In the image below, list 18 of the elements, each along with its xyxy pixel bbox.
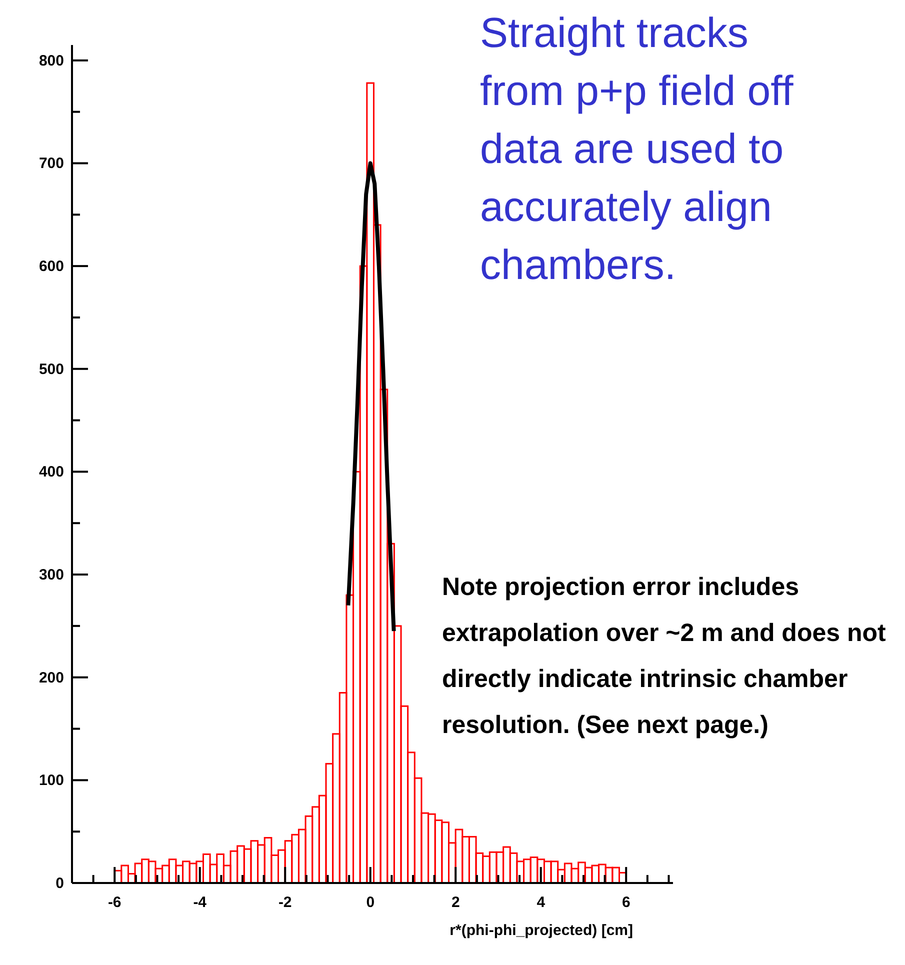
x-tick-label: -2 <box>278 894 292 911</box>
y-tick-label: 500 <box>38 360 64 378</box>
line-series <box>346 161 396 634</box>
x-tick-label: 2 <box>451 894 460 911</box>
x-tick-label: 6 <box>622 894 630 911</box>
y-tick-label: 0 <box>56 875 64 892</box>
y-tick-label: 200 <box>38 669 64 686</box>
y-tick-label: 600 <box>38 258 64 276</box>
x-tick-label: -6 <box>108 894 122 911</box>
y-tick-label: 300 <box>38 566 64 584</box>
x-tick-label: 0 <box>366 894 375 911</box>
x-axis-title: r*(phi-phi_projected) [cm] <box>450 922 633 939</box>
y-tick-label: 800 <box>38 52 64 70</box>
x-tick-label: -4 <box>193 894 208 911</box>
x-tick-label: 4 <box>536 894 546 911</box>
y-tick-label: 100 <box>38 772 64 790</box>
y-tick-label: 700 <box>38 155 64 172</box>
y-tick-label: 400 <box>38 464 64 481</box>
